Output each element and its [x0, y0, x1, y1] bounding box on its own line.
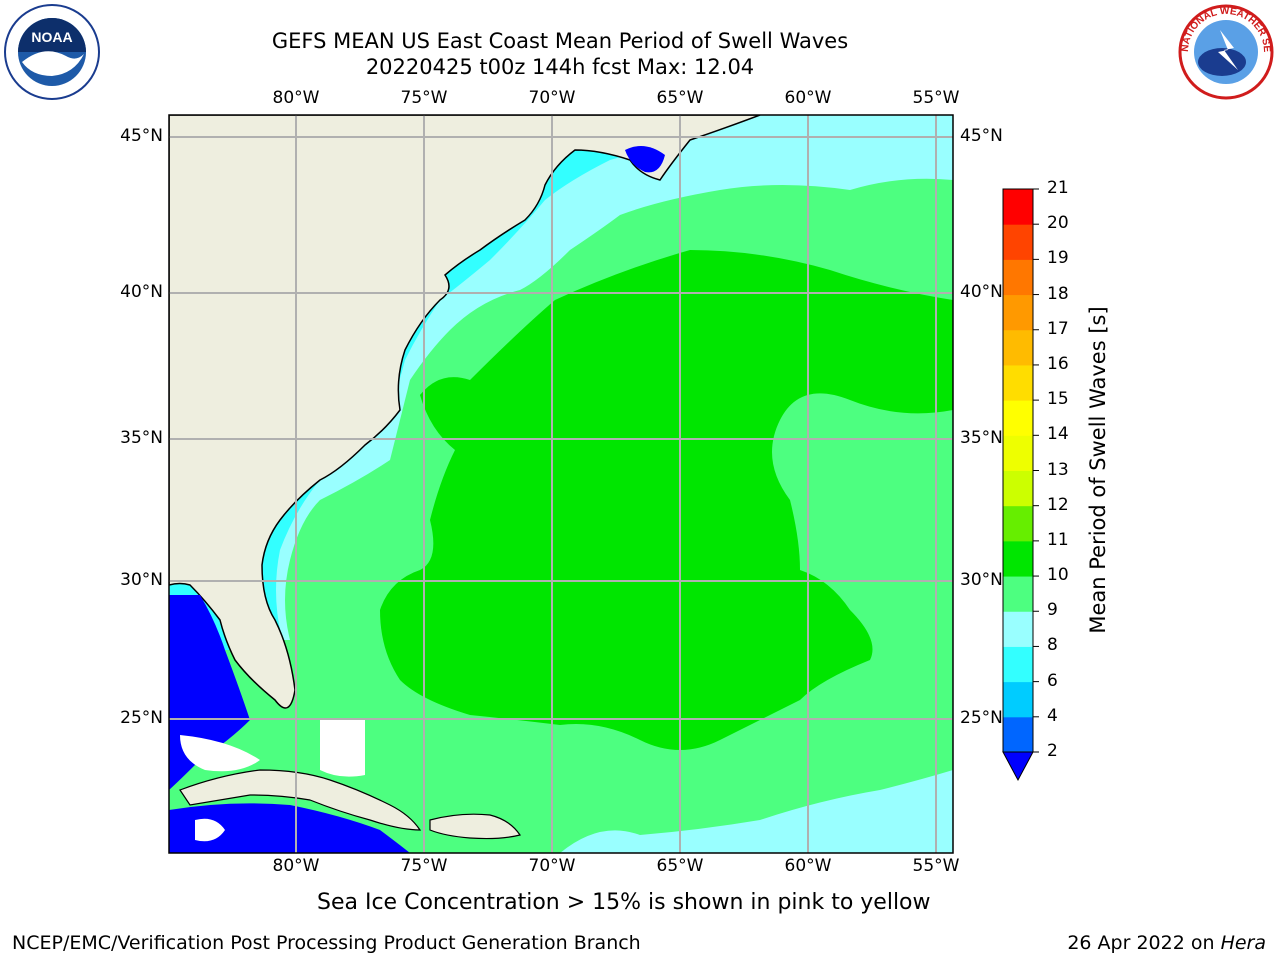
- colorbar-tick-label: 9: [1047, 600, 1058, 621]
- colorbar-tick-label: 6: [1047, 670, 1058, 691]
- lon-label-top: 80°W: [272, 88, 320, 108]
- chart-title: GEFS MEAN US East Coast Mean Period of S…: [271, 29, 849, 53]
- footer-machine: Hera: [1220, 932, 1266, 954]
- white-patch-2: [320, 720, 365, 777]
- footer-branch: NCEP/EMC/Verification Post Processing Pr…: [12, 932, 641, 954]
- shelf-region-south: [560, 770, 953, 853]
- white-patch-1: [180, 735, 260, 772]
- lon-label-top: 65°W: [656, 88, 704, 108]
- colorbar-segment: [1003, 294, 1033, 331]
- nws-logo-icon: NATIONAL WEATHER SERVICE: [1172, 0, 1276, 100]
- colorbar-segment: [1003, 329, 1033, 366]
- footer-date: 26 Apr 2022 on Hera: [1067, 932, 1266, 954]
- colorbar-segment: [1003, 611, 1033, 647]
- colorbar-tick-label: 20: [1047, 213, 1069, 234]
- lat-label-left: 40°N: [120, 282, 163, 302]
- colorbar-segment: [1003, 189, 1033, 225]
- map-plot-area: [169, 115, 953, 853]
- colorbar-segment: [1003, 470, 1033, 507]
- lat-label-left: 35°N: [120, 428, 163, 448]
- sea-ice-note: Sea Ice Concentration > 15% is shown in …: [317, 890, 931, 915]
- lon-label-bottom: 55°W: [912, 856, 960, 876]
- core-period-region: [380, 250, 953, 750]
- colorbar-tick-label: 8: [1047, 635, 1058, 656]
- chart-subtitle: 20220425 t00z 144h fcst Max: 12.04: [365, 55, 755, 79]
- bay-of-fundy-blue: [625, 146, 665, 173]
- noaa-logo-text: NOAA: [31, 29, 72, 45]
- white-patch-3: [195, 818, 225, 842]
- lat-label-right: 25°N: [960, 708, 1003, 728]
- colorbar-tick-label: 10: [1047, 565, 1069, 586]
- land-cuba: [179, 769, 422, 831]
- colorbar-tick-label: 11: [1047, 529, 1069, 550]
- noaa-logo-icon: NOAA: [4, 4, 100, 100]
- map-frame: [168, 114, 954, 854]
- colorbar-label: Mean Period of Swell Waves [s]: [1086, 306, 1110, 634]
- colorbar-segment: [1003, 259, 1033, 296]
- map-gridlines: [169, 115, 953, 853]
- land-north-america: [169, 115, 761, 709]
- lon-label-top: 55°W: [912, 88, 960, 108]
- colorbar-tick-label: 15: [1047, 389, 1069, 410]
- lat-label-right: 45°N: [960, 126, 1003, 146]
- colorbar-tick-label: 19: [1047, 248, 1069, 269]
- lon-label-top: 60°W: [784, 88, 832, 108]
- lon-label-bottom: 70°W: [528, 856, 576, 876]
- lon-label-bottom: 65°W: [656, 856, 704, 876]
- colorbar-segment: [1003, 576, 1033, 612]
- colorbar-tick-label: 18: [1047, 283, 1069, 304]
- colorbar-tick-label: 16: [1047, 353, 1069, 374]
- colorbar-segment: [1003, 646, 1033, 683]
- colorbar-tick-label: 21: [1047, 178, 1069, 198]
- lon-label-top: 70°W: [528, 88, 576, 108]
- colorbar-segment: [1003, 505, 1033, 542]
- colorbar-tick-label: 13: [1047, 459, 1069, 480]
- colorbar-under-arrow: [1002, 751, 1034, 782]
- lat-label-right: 40°N: [960, 282, 1003, 302]
- lat-label-right: 30°N: [960, 570, 1003, 590]
- footer-date-text: 26 Apr 2022 on: [1067, 932, 1221, 954]
- lat-label-left: 30°N: [120, 570, 163, 590]
- colorbar-segment: [1003, 435, 1033, 471]
- lat-label-left: 25°N: [120, 708, 163, 728]
- colorbar-segment: [1003, 540, 1033, 577]
- colorbar-segment: [1003, 364, 1033, 401]
- lon-label-bottom: 80°W: [272, 856, 320, 876]
- colorbar-tick-label: 2: [1047, 741, 1058, 761]
- colorbar-tick-label: 12: [1047, 494, 1069, 515]
- colorbar-tick-label: 14: [1047, 424, 1069, 445]
- lon-label-bottom: 75°W: [400, 856, 448, 876]
- lat-label-left: 45°N: [120, 126, 163, 146]
- lat-label-right: 35°N: [960, 428, 1003, 448]
- colorbar-segment: [1003, 681, 1033, 718]
- land-hispaniola: [429, 813, 521, 840]
- colorbar: [1002, 188, 1039, 782]
- colorbar-tick-label: 17: [1047, 318, 1069, 339]
- colorbar-segment: [1003, 400, 1033, 436]
- lon-label-bottom: 60°W: [784, 856, 832, 876]
- caribbean-deep-blue: [169, 803, 410, 853]
- colorbar-tick-label: 4: [1047, 705, 1058, 726]
- colorbar-segment: [1003, 716, 1033, 753]
- lon-label-top: 75°W: [400, 88, 448, 108]
- colorbar-segment: [1003, 224, 1033, 260]
